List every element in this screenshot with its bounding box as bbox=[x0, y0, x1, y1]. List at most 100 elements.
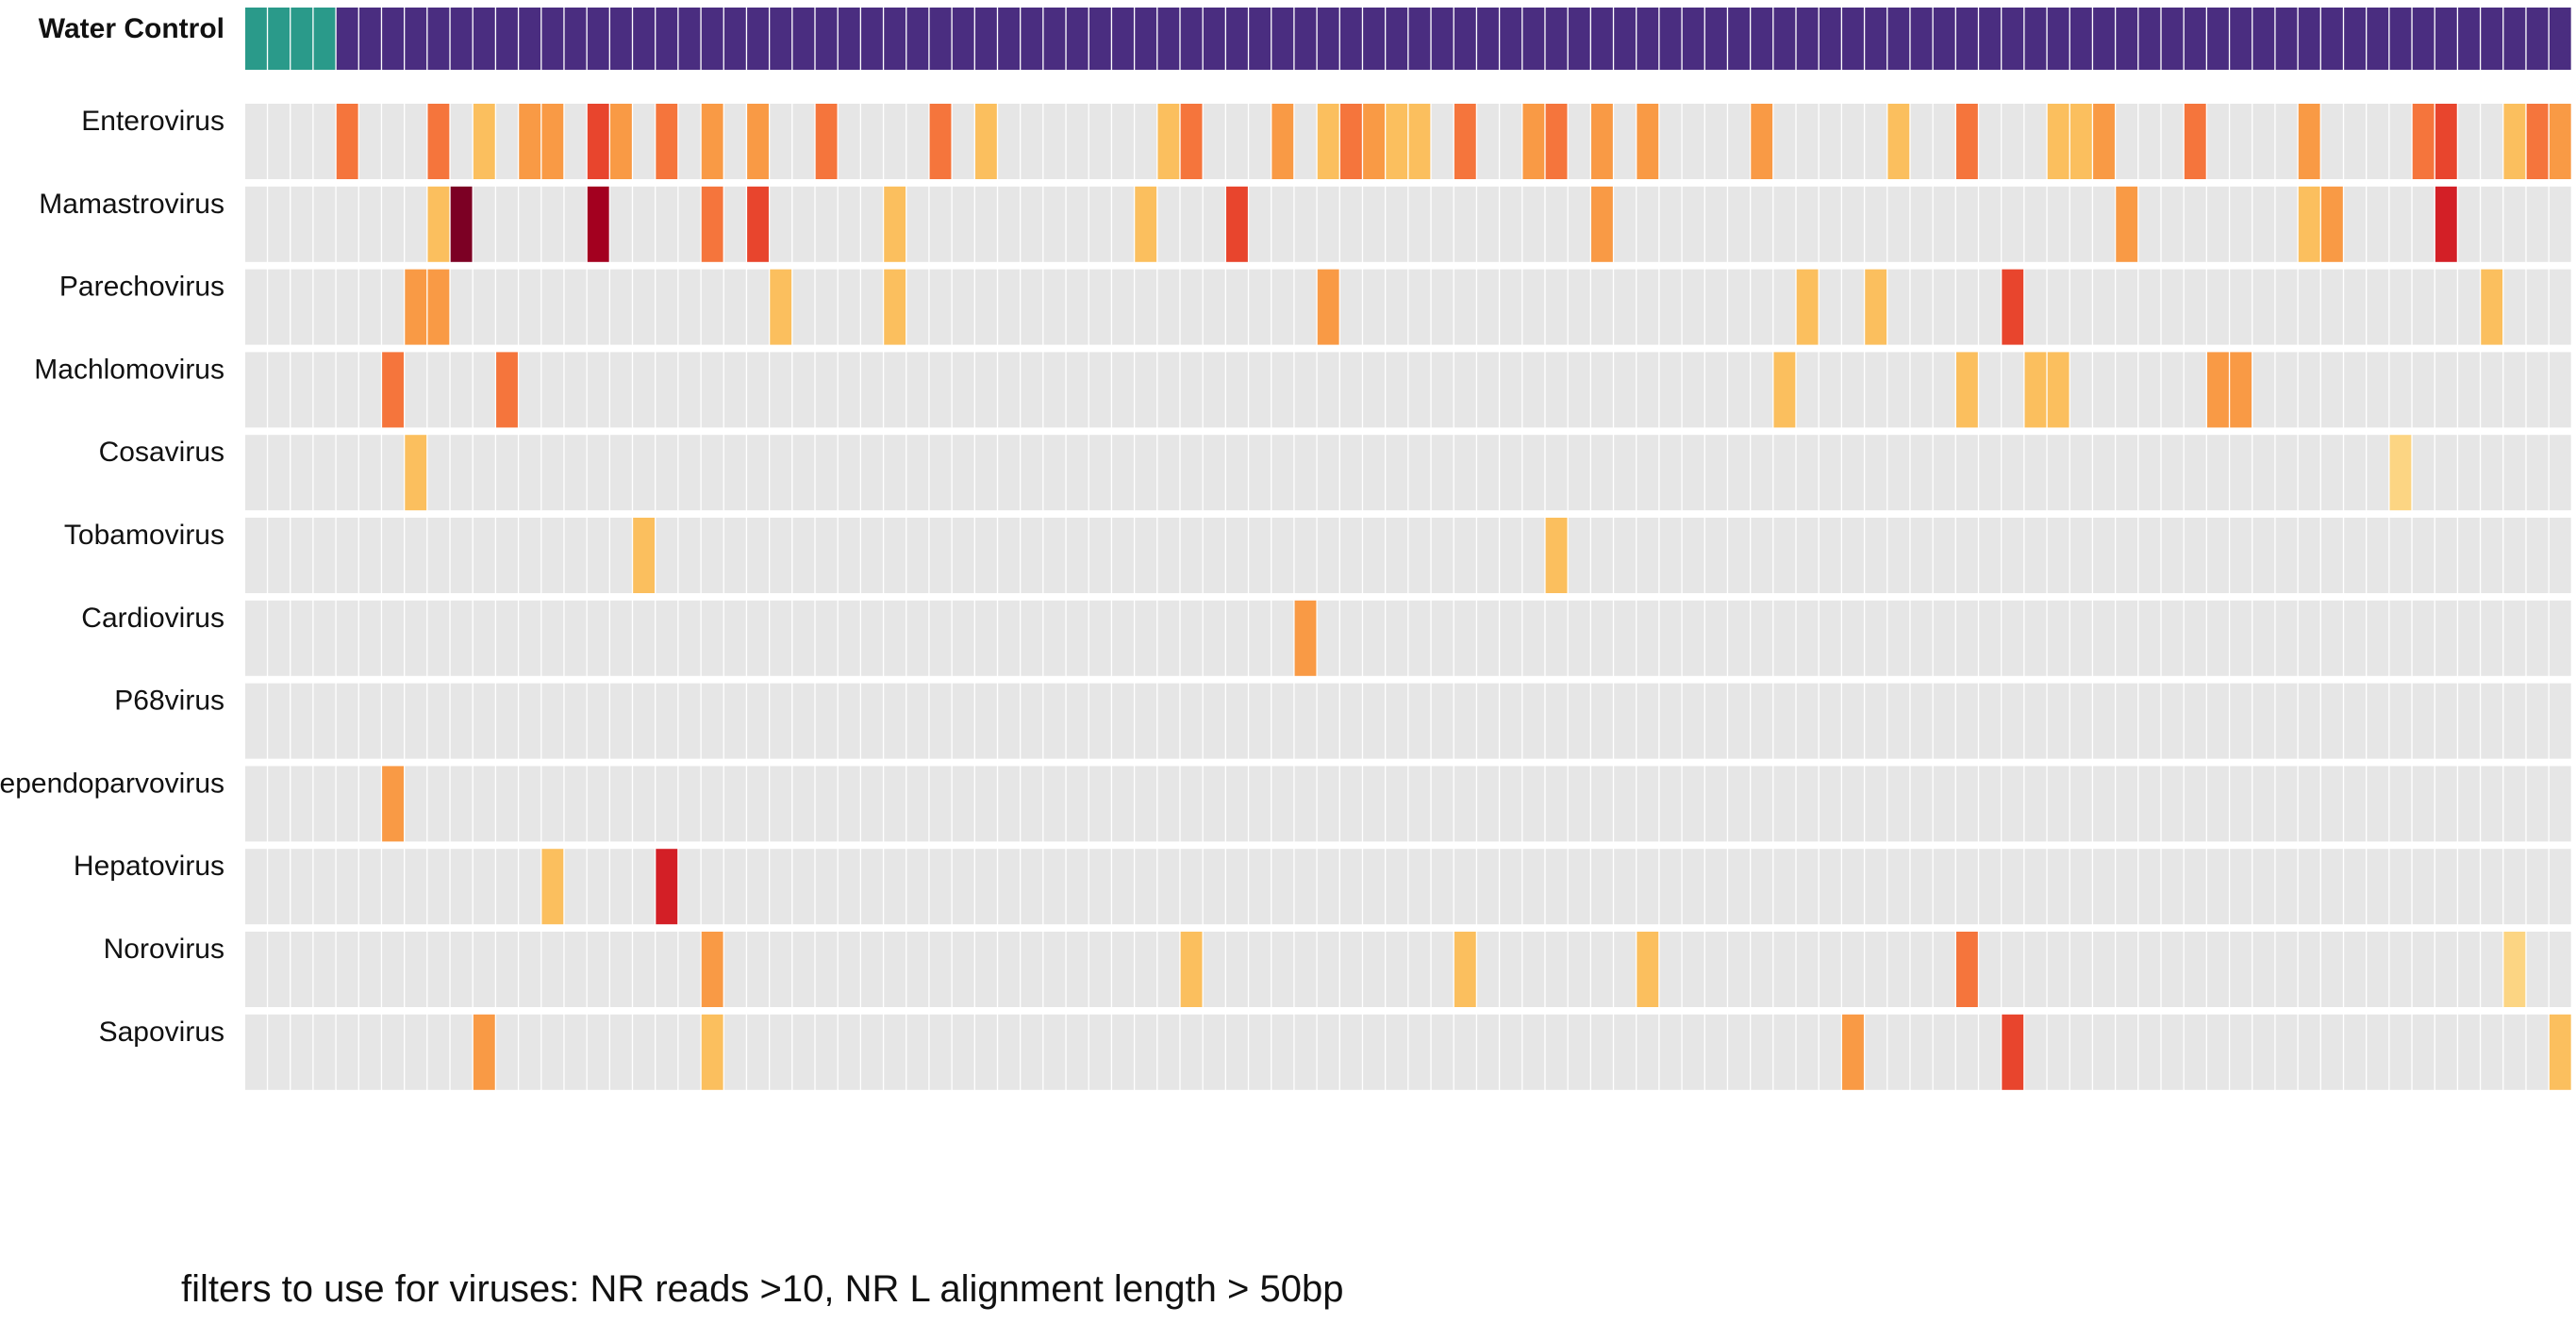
empty-cell bbox=[2002, 352, 2024, 428]
empty-cell bbox=[1135, 600, 1157, 676]
empty-cell bbox=[974, 1014, 997, 1090]
empty-cell bbox=[1226, 435, 1248, 511]
empty-cell bbox=[906, 186, 929, 262]
empty-cell bbox=[1431, 766, 1454, 842]
empty-cell bbox=[609, 269, 632, 345]
empty-cell bbox=[2435, 518, 2457, 593]
empty-cell bbox=[1796, 600, 1819, 676]
empty-cell bbox=[1180, 352, 1203, 428]
control-cell bbox=[2344, 8, 2367, 70]
empty-cell bbox=[1865, 600, 1887, 676]
empty-cell bbox=[1454, 352, 1476, 428]
empty-cell bbox=[1773, 1014, 1796, 1090]
empty-cell bbox=[1682, 683, 1704, 759]
empty-cell bbox=[2549, 932, 2571, 1007]
empty-cell bbox=[587, 932, 609, 1007]
control-cell bbox=[427, 8, 450, 70]
control-cell bbox=[1477, 8, 1499, 70]
empty-cell bbox=[1751, 683, 1773, 759]
empty-cell bbox=[2230, 849, 2252, 925]
empty-cell bbox=[1773, 269, 1796, 345]
heat-cell bbox=[1637, 104, 1659, 179]
empty-cell bbox=[1887, 1014, 1910, 1090]
empty-cell bbox=[1203, 683, 1225, 759]
empty-cell bbox=[2389, 269, 2412, 345]
empty-cell bbox=[291, 1014, 313, 1090]
empty-cell bbox=[656, 352, 678, 428]
empty-cell bbox=[747, 683, 769, 759]
empty-cell bbox=[1408, 1014, 1431, 1090]
control-cell bbox=[1112, 8, 1134, 70]
empty-cell bbox=[541, 766, 564, 842]
empty-cell bbox=[1408, 683, 1431, 759]
heat-cell bbox=[1135, 186, 1157, 262]
empty-cell bbox=[1659, 600, 1682, 676]
empty-cell bbox=[1568, 435, 1590, 511]
empty-cell bbox=[450, 683, 473, 759]
heat-cell bbox=[1955, 932, 1978, 1007]
empty-cell bbox=[1500, 186, 1522, 262]
empty-cell bbox=[268, 683, 291, 759]
empty-cell bbox=[838, 518, 860, 593]
empty-cell bbox=[884, 104, 906, 179]
empty-cell bbox=[1522, 683, 1545, 759]
empty-cell bbox=[2435, 600, 2457, 676]
empty-cell bbox=[656, 766, 678, 842]
empty-cell bbox=[952, 683, 974, 759]
empty-cell bbox=[1066, 104, 1089, 179]
empty-cell bbox=[2252, 269, 2275, 345]
empty-cell bbox=[1887, 518, 1910, 593]
empty-cell bbox=[1043, 518, 1066, 593]
empty-cell bbox=[701, 269, 723, 345]
empty-cell bbox=[268, 849, 291, 925]
heat-cell bbox=[1180, 104, 1203, 179]
empty-cell bbox=[405, 104, 427, 179]
empty-cell bbox=[450, 932, 473, 1007]
empty-cell bbox=[1796, 766, 1819, 842]
empty-cell bbox=[2093, 435, 2115, 511]
empty-cell bbox=[382, 186, 404, 262]
control-cell bbox=[2252, 8, 2275, 70]
empty-cell bbox=[1271, 518, 1294, 593]
empty-cell bbox=[2047, 518, 2069, 593]
empty-cell bbox=[1751, 600, 1773, 676]
empty-cell bbox=[1590, 518, 1613, 593]
empty-cell bbox=[884, 932, 906, 1007]
empty-cell bbox=[1637, 600, 1659, 676]
empty-cell bbox=[2138, 518, 2161, 593]
empty-cell bbox=[906, 104, 929, 179]
empty-cell bbox=[1842, 600, 1864, 676]
empty-cell bbox=[1317, 518, 1339, 593]
empty-cell bbox=[998, 518, 1021, 593]
empty-cell bbox=[382, 600, 404, 676]
empty-cell bbox=[1066, 849, 1089, 925]
empty-cell bbox=[268, 352, 291, 428]
empty-cell bbox=[2389, 1014, 2412, 1090]
empty-cell bbox=[382, 435, 404, 511]
empty-cell bbox=[1614, 518, 1637, 593]
empty-cell bbox=[1271, 269, 1294, 345]
empty-cell bbox=[701, 683, 723, 759]
empty-cell bbox=[2549, 849, 2571, 925]
empty-cell bbox=[519, 766, 541, 842]
empty-cell bbox=[723, 1014, 746, 1090]
empty-cell bbox=[1887, 269, 1910, 345]
empty-cell bbox=[2344, 435, 2367, 511]
empty-cell bbox=[906, 352, 929, 428]
heat-cell bbox=[1226, 186, 1248, 262]
empty-cell bbox=[2093, 766, 2115, 842]
empty-cell bbox=[2412, 186, 2435, 262]
empty-cell bbox=[633, 766, 656, 842]
heat-cell bbox=[1317, 104, 1339, 179]
empty-cell bbox=[1568, 683, 1590, 759]
empty-cell bbox=[2389, 932, 2412, 1007]
empty-cell bbox=[974, 932, 997, 1007]
empty-cell bbox=[1180, 849, 1203, 925]
empty-cell bbox=[609, 766, 632, 842]
empty-cell bbox=[2138, 600, 2161, 676]
control-cell bbox=[2024, 8, 2047, 70]
empty-cell bbox=[1819, 186, 1841, 262]
empty-cell bbox=[1477, 600, 1499, 676]
empty-cell bbox=[358, 435, 381, 511]
empty-cell bbox=[1887, 352, 1910, 428]
